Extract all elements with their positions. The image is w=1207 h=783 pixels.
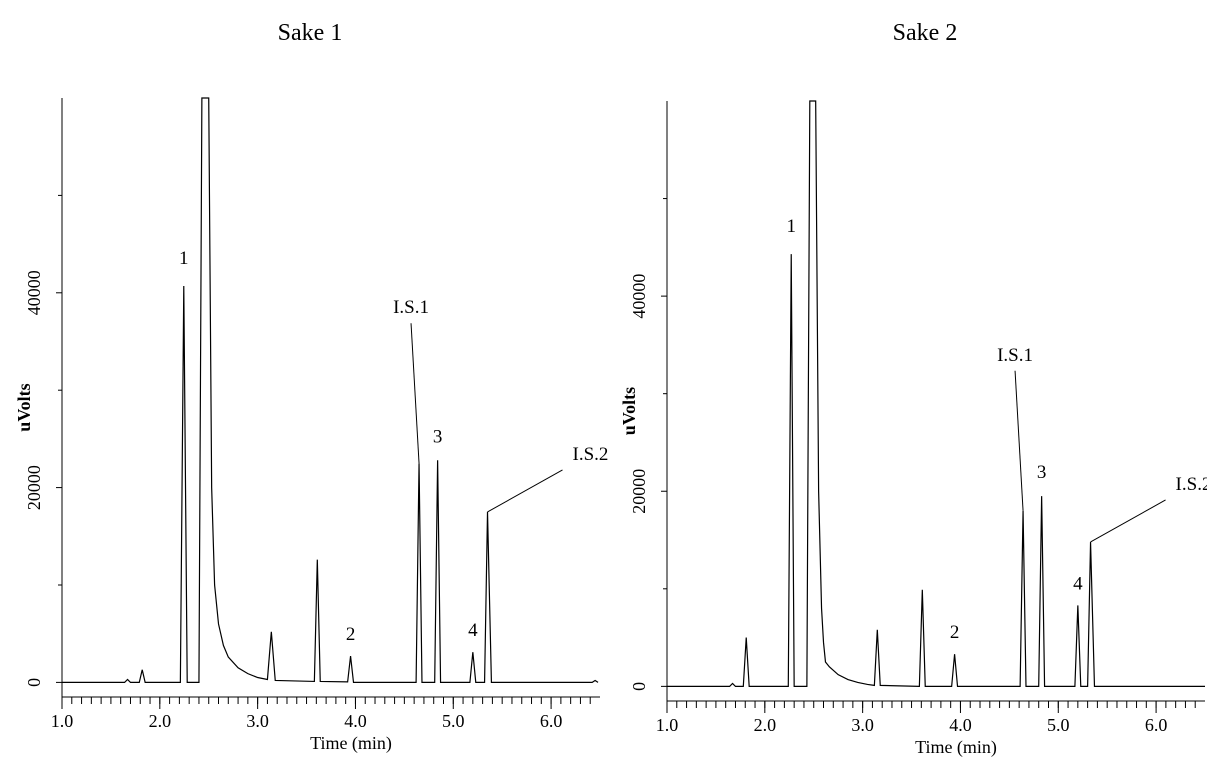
peak-label: 3 xyxy=(433,426,443,447)
y-tick-label: 20000 xyxy=(629,469,649,514)
x-axis-label: Time (min) xyxy=(915,737,997,758)
peak-label: 4 xyxy=(468,620,478,641)
x-tick-label: 6.0 xyxy=(540,711,563,731)
x-axis-label: Time (min) xyxy=(310,733,392,754)
chart-title: Sake 2 xyxy=(893,20,958,46)
peak-label: 2 xyxy=(950,622,960,643)
x-tick-label: 3.0 xyxy=(246,711,269,731)
y-tick-label: 0 xyxy=(24,678,44,687)
chart-title: Sake 1 xyxy=(278,20,343,46)
peak-label: I.S.2 xyxy=(1176,474,1207,495)
x-tick-label: 1.0 xyxy=(51,711,74,731)
peak-label: I.S.2 xyxy=(573,444,609,465)
peak-label: 1 xyxy=(786,216,796,237)
annotation-leader xyxy=(410,323,420,464)
peak-label: I.S.1 xyxy=(393,297,429,318)
peak-label: 2 xyxy=(346,624,356,645)
annotation-leader xyxy=(487,469,563,513)
chromatogram-trace xyxy=(667,100,1205,687)
x-tick-label: 2.0 xyxy=(149,711,172,731)
y-tick-label: 40000 xyxy=(24,270,44,315)
x-tick-label: 5.0 xyxy=(1047,715,1070,735)
y-tick-label: 0 xyxy=(629,682,649,691)
peak-label: I.S.1 xyxy=(997,345,1033,366)
y-tick-label: 20000 xyxy=(24,465,44,510)
x-tick-label: 4.0 xyxy=(949,715,972,735)
x-tick-label: 5.0 xyxy=(442,711,465,731)
y-axis-label: uVolts xyxy=(619,387,639,435)
peak-label: 3 xyxy=(1037,462,1047,483)
x-tick-label: 1.0 xyxy=(656,715,679,735)
y-tick-label: 40000 xyxy=(629,274,649,319)
annotation-leader xyxy=(1090,499,1166,543)
chromatogram-trace xyxy=(62,97,599,683)
x-tick-label: 4.0 xyxy=(344,711,367,731)
y-axis-label: uVolts xyxy=(14,383,34,431)
x-tick-label: 2.0 xyxy=(754,715,777,735)
x-tick-label: 3.0 xyxy=(851,715,874,735)
peak-label: 4 xyxy=(1073,573,1083,594)
annotation-leader xyxy=(1014,370,1024,511)
x-tick-label: 6.0 xyxy=(1145,715,1168,735)
peak-label: 1 xyxy=(179,248,189,269)
